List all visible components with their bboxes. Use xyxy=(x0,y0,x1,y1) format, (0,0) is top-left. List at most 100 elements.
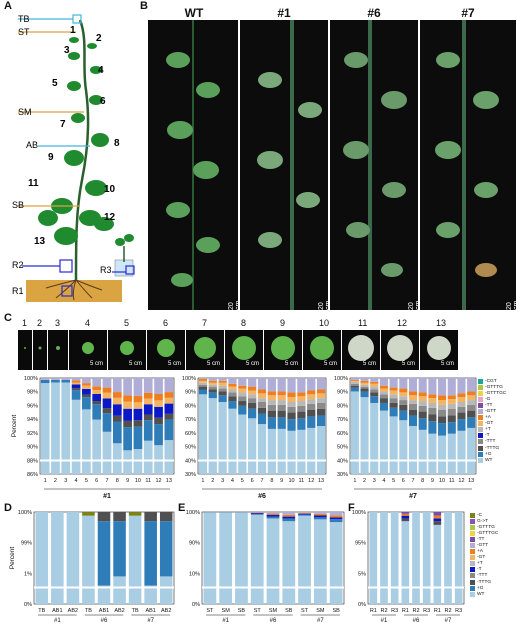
legend-label: -TTTG xyxy=(485,446,499,451)
x-tick-label: 5 xyxy=(241,478,244,484)
bar-segment--T-4 xyxy=(72,384,81,388)
leaf-label-13: 13 xyxy=(34,236,45,247)
bar-segment-WT-SM xyxy=(267,518,280,604)
y-tick-label: 96% xyxy=(27,403,38,409)
leaf-photo-3 xyxy=(48,330,68,370)
x-tick-label: 3 xyxy=(221,478,224,484)
legend-swatch xyxy=(470,573,475,578)
bar-segment--TTTG-R1 xyxy=(402,518,410,521)
leaf-scale-9: 5 cm xyxy=(285,361,298,367)
bar-segment-+T-6 xyxy=(248,394,256,398)
x-tick-label: 1 xyxy=(44,478,47,484)
bar-segment--GTT-5 xyxy=(82,378,91,383)
bar-segment-WT-AB2 xyxy=(160,576,173,604)
leaf-photo-6: 5 cm xyxy=(147,330,185,370)
bar-segment-WT-2 xyxy=(360,397,368,474)
legend-label: -TT xyxy=(477,537,484,542)
bar-segment-+T-7 xyxy=(258,398,266,402)
leaf-photo-2 xyxy=(33,330,47,370)
bar-segment-WT-3 xyxy=(218,402,226,474)
bar-segment--TTTG-9 xyxy=(428,414,436,421)
bar-segment--GTT-4 xyxy=(228,378,236,384)
scale-label-7: 20 cm xyxy=(506,300,516,310)
x-tick-label: 5 xyxy=(392,478,395,484)
bar-segment--TTTG-11 xyxy=(297,412,305,419)
y-tick-label: 40% xyxy=(337,458,348,464)
bar-segment-+A-9 xyxy=(123,395,132,401)
bar-segment--TTTG-9 xyxy=(123,421,132,427)
scale-label-wt: 20 cm xyxy=(228,300,238,310)
bar-segment--GTT-10 xyxy=(438,378,446,395)
bar-segment-+A-7 xyxy=(103,388,112,393)
bar-segment-WT-R3 xyxy=(423,512,431,604)
bar-segment--TTT-10 xyxy=(438,410,446,417)
y-tick-label: 30% xyxy=(337,472,348,478)
legend-swatch xyxy=(478,409,483,414)
bar-segment--GT-2 xyxy=(209,383,217,385)
leaf-label-2: 2 xyxy=(96,33,102,44)
legend-swatch xyxy=(470,513,475,518)
bar-segment-WT-3 xyxy=(370,403,378,474)
x-tick-label: R1 xyxy=(402,608,409,614)
leaf-number-9: 9 xyxy=(280,318,285,328)
bar-segment-+A-12 xyxy=(154,394,163,400)
bar-segment-+G-AB2 xyxy=(113,521,126,576)
bar-segment--T-R1 xyxy=(434,518,442,521)
bar-segment--T-6 xyxy=(92,394,101,401)
y-tick-label: 80% xyxy=(185,403,196,409)
bar-segment-+G-AB1 xyxy=(98,521,111,585)
x-tick-label: 11 xyxy=(299,478,305,484)
bar-segment--TTTG-AB2 xyxy=(113,512,126,521)
bar-segment--TTT-6 xyxy=(399,400,407,405)
bar-segment-WT-8 xyxy=(113,443,122,474)
bar-segment--GT-9 xyxy=(278,395,286,400)
legend-label: +A xyxy=(477,549,483,554)
bar-segment--GT-5 xyxy=(82,386,91,389)
bar-segment-+T-5 xyxy=(390,394,398,398)
leaf-scale-8: 5 cm xyxy=(246,361,259,367)
y-tick-label: 100% xyxy=(182,376,196,382)
bar-segment-+A-6 xyxy=(399,389,407,393)
leaf-photo-5: 5 cm xyxy=(108,330,146,370)
y-tick-label: 5% xyxy=(358,571,366,577)
leaf-label-11: 11 xyxy=(28,178,39,189)
bar-segment--GTT-10 xyxy=(287,378,295,392)
bar-segment--TTTG-8 xyxy=(113,416,122,422)
bar-segment-+A-9 xyxy=(278,391,286,395)
bar-segment-WT-SB xyxy=(330,522,343,604)
bar-segment-WT-5 xyxy=(82,409,91,474)
bar-segment-+G-11 xyxy=(448,422,456,434)
legend-label: -T xyxy=(485,433,490,438)
bar-segment--T-13 xyxy=(164,404,173,414)
x-tick-label: 4 xyxy=(75,478,78,484)
y-tick-label: 90% xyxy=(27,445,38,451)
bar-segment--TTT-5 xyxy=(390,398,398,403)
bar-segment--GTT-4 xyxy=(380,378,388,386)
bar-segment-WT-SM xyxy=(314,519,327,604)
x-tick-label: 7 xyxy=(411,478,414,484)
legend-swatch xyxy=(478,415,483,420)
legend-swatch xyxy=(470,555,475,560)
legend-swatch xyxy=(478,385,483,390)
bar-segment-WT-9 xyxy=(278,429,286,474)
x-tick-label: AB1 xyxy=(145,608,155,614)
leaf-number-3: 3 xyxy=(55,318,60,328)
bar-segment--GTT-3 xyxy=(61,378,70,380)
bar-segment--TTT-12 xyxy=(457,407,465,413)
bar-segment-+T-2 xyxy=(209,385,217,387)
legend-label: +T xyxy=(477,561,483,566)
group-label: #1 xyxy=(381,618,388,624)
x-tick-label: R3 xyxy=(391,608,398,614)
legend-swatch xyxy=(478,379,483,384)
bar-segment-+A-SB xyxy=(282,515,295,517)
bar-segment--TTT-13 xyxy=(467,405,475,411)
legend-label: +A xyxy=(485,415,491,420)
plant-diagram: TB ST SM AB SB R2 R3 R1 1 2 3 4 5 6 7 8 … xyxy=(4,10,144,310)
bar-segment-WT-13 xyxy=(317,426,325,474)
x-axis-label: #1 xyxy=(103,493,111,500)
leaf-label-1: 1 xyxy=(70,25,76,36)
bar-segment--GTT-8 xyxy=(419,378,427,392)
leaf-label-4: 4 xyxy=(98,65,104,76)
bar-segment--GTT-1 xyxy=(41,378,50,380)
